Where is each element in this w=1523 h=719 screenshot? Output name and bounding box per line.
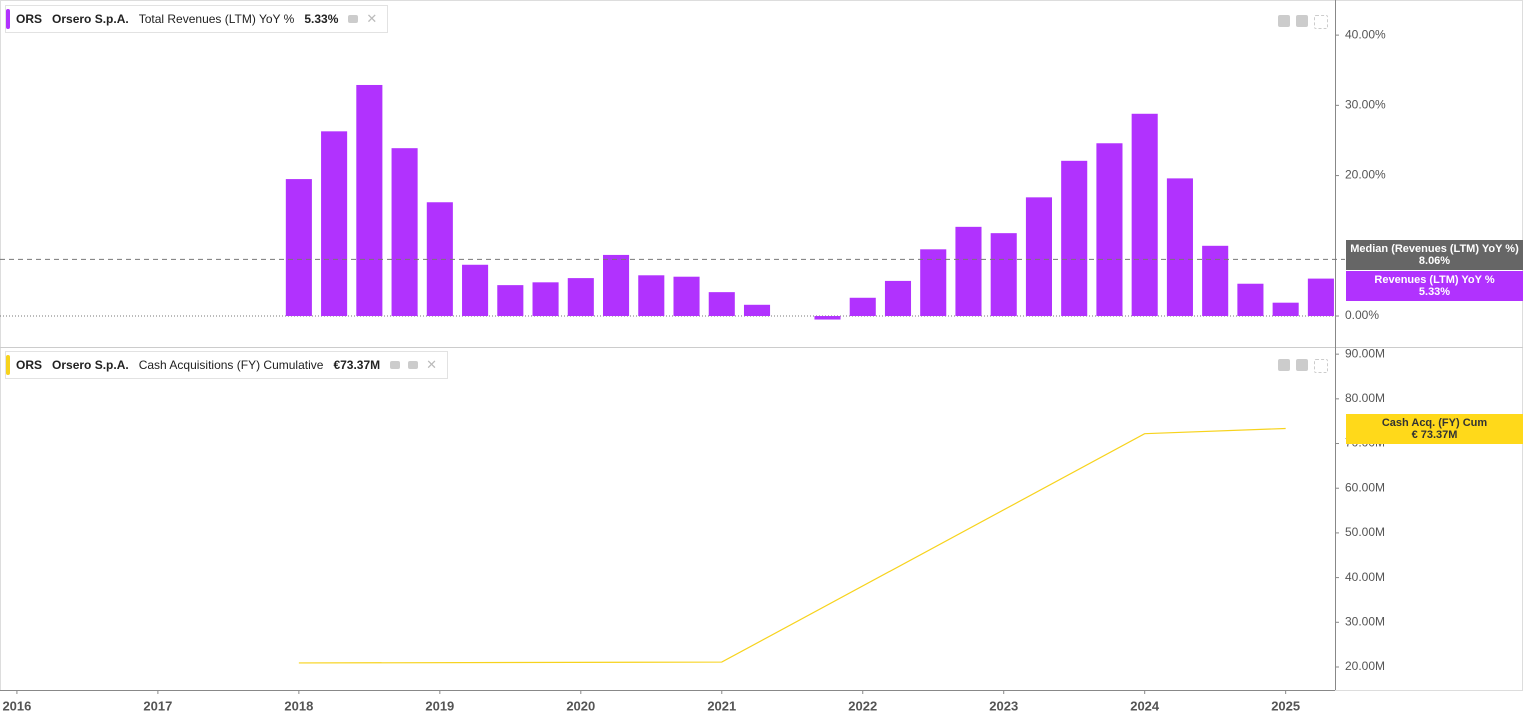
bar bbox=[708, 292, 735, 317]
ticker: ORS bbox=[16, 12, 43, 26]
bar bbox=[990, 233, 1017, 317]
legend-swatch bbox=[6, 9, 10, 29]
bar bbox=[638, 275, 665, 317]
x-tick-label: 2021 bbox=[707, 698, 736, 713]
series-title: Total Revenues (LTM) YoY % bbox=[138, 12, 295, 26]
icon[interactable] bbox=[408, 361, 419, 369]
bar bbox=[1131, 113, 1158, 317]
last-value: €73.37M bbox=[333, 358, 381, 372]
x-tick-label: 2016 bbox=[2, 698, 31, 713]
bar bbox=[955, 226, 982, 317]
x-tick-label: 2020 bbox=[566, 698, 595, 713]
bar bbox=[391, 148, 418, 317]
bar bbox=[1272, 302, 1299, 317]
y-tick-label: 80.00M bbox=[1345, 391, 1385, 405]
ticker: ORS bbox=[16, 358, 43, 372]
series-title: Cash Acquisitions (FY) Cumulative bbox=[138, 358, 324, 372]
bar bbox=[1307, 278, 1334, 317]
bar bbox=[884, 280, 912, 317]
maximize[interactable] bbox=[1314, 359, 1328, 373]
bar bbox=[285, 179, 312, 317]
close[interactable]: ✕ bbox=[366, 11, 378, 26]
move-up[interactable] bbox=[1278, 15, 1290, 27]
maximize[interactable] bbox=[1314, 15, 1328, 29]
legend-top: ORS Orsero S.p.A. Total Revenues (LTM) Y… bbox=[5, 5, 389, 33]
move-down[interactable] bbox=[1296, 359, 1308, 371]
median-label: Median (Revenues (LTM) YoY %) bbox=[1350, 243, 1519, 255]
y-tick-label: 20.00% bbox=[1345, 168, 1386, 182]
y-tick-label: 60.00M bbox=[1345, 480, 1385, 494]
tag-label: Revenues (LTM) YoY % bbox=[1374, 274, 1495, 286]
bar bbox=[743, 304, 771, 317]
tag-value: 5.33% bbox=[1418, 286, 1451, 298]
x-tick-label: 2017 bbox=[143, 698, 172, 713]
x-tick-label: 2024 bbox=[1130, 698, 1160, 713]
move-down[interactable] bbox=[1296, 15, 1308, 27]
bar bbox=[426, 202, 453, 317]
tag-value: € 73.37M bbox=[1411, 429, 1458, 441]
bar bbox=[532, 282, 559, 317]
bar bbox=[814, 316, 841, 320]
x-tick-label: 2023 bbox=[989, 698, 1018, 713]
bar bbox=[1061, 160, 1088, 317]
value-tag: Revenues (LTM) YoY % 5.33% bbox=[1346, 271, 1523, 301]
close[interactable]: ✕ bbox=[426, 357, 438, 372]
x-tick-label: 2018 bbox=[284, 698, 313, 713]
last-value: 5.33% bbox=[304, 12, 339, 26]
company: Orsero S.p.A. bbox=[52, 358, 129, 372]
median-value: 8.06% bbox=[1418, 255, 1451, 267]
bar bbox=[1166, 178, 1193, 317]
icon[interactable] bbox=[348, 15, 359, 23]
x-tick-label: 2025 bbox=[1271, 698, 1300, 713]
y-tick-label: 0.00% bbox=[1345, 308, 1379, 322]
bar bbox=[849, 297, 876, 317]
bar bbox=[1025, 197, 1052, 317]
y-tick-label: 90.00M bbox=[1345, 346, 1385, 360]
line bbox=[298, 427, 1286, 664]
y-tick-label: 40.00M bbox=[1345, 570, 1385, 584]
y-tick-label: 50.00M bbox=[1345, 525, 1385, 539]
legend-bottom: ORS Orsero S.p.A. Cash Acquisitions (FY)… bbox=[5, 351, 449, 379]
bar bbox=[603, 254, 630, 317]
company: Orsero S.p.A. bbox=[52, 12, 129, 26]
bar bbox=[1202, 245, 1229, 317]
bar bbox=[1096, 143, 1123, 317]
bar bbox=[1237, 283, 1264, 317]
frame bbox=[0, 0, 1523, 691]
legend-swatch bbox=[6, 355, 10, 375]
bar bbox=[356, 84, 383, 317]
bar bbox=[673, 276, 700, 317]
y-tick-label: 40.00% bbox=[1345, 27, 1386, 41]
x-tick-label: 2022 bbox=[848, 698, 877, 713]
bar bbox=[462, 264, 489, 317]
icon[interactable] bbox=[390, 361, 401, 369]
bar bbox=[567, 278, 594, 317]
x-tick-label: 2019 bbox=[425, 698, 454, 713]
y-tick-label: 30.00% bbox=[1345, 98, 1386, 112]
move-up[interactable] bbox=[1278, 359, 1290, 371]
bar bbox=[321, 131, 348, 317]
tag-label: Cash Acq. (FY) Cum bbox=[1381, 417, 1488, 429]
value-tag: Cash Acq. (FY) Cum € 73.37M bbox=[1346, 414, 1523, 444]
y-tick-label: 20.00M bbox=[1345, 659, 1385, 673]
y-tick-label: 30.00M bbox=[1345, 614, 1385, 628]
bar bbox=[497, 285, 524, 317]
median-tag: Median (Revenues (LTM) YoY %) 8.06% bbox=[1346, 240, 1523, 270]
bar bbox=[920, 249, 947, 317]
